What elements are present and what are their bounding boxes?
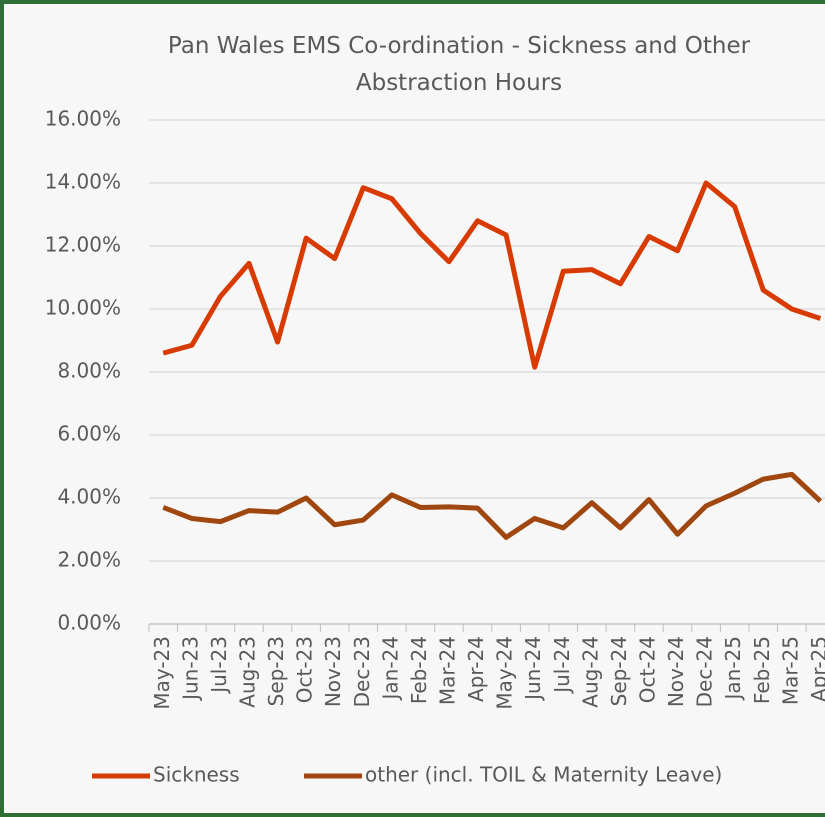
x-tick-label: Sep-24 xyxy=(607,636,631,706)
x-tick-label: Mar-24 xyxy=(435,636,459,705)
x-tick-label: Oct-24 xyxy=(635,636,659,703)
x-tick-label: Jan-25 xyxy=(721,636,745,702)
x-tick-label: May-24 xyxy=(493,636,517,710)
x-tick-label: Dec-23 xyxy=(350,636,374,707)
series-line xyxy=(162,180,822,370)
y-tick-label: 6.00% xyxy=(57,422,121,446)
x-tick-label: Feb-24 xyxy=(407,636,431,704)
x-tick-label: Nov-23 xyxy=(321,636,345,707)
x-tick-label: Nov-24 xyxy=(664,636,688,707)
x-tick-label: Jun-24 xyxy=(521,636,545,702)
y-tick-label: 14.00% xyxy=(45,170,121,194)
y-tick-label: 16.00% xyxy=(45,107,121,131)
x-tick-label: May-23 xyxy=(150,636,174,710)
x-tick-label: Jul-23 xyxy=(207,636,231,695)
x-tick-label: Apr-24 xyxy=(464,636,488,702)
x-tick-label: Apr-25 xyxy=(807,636,825,702)
legend-label: Sickness xyxy=(153,763,240,787)
x-tick-label: Jul-24 xyxy=(550,636,574,695)
x-tick-label: Oct-23 xyxy=(293,636,317,703)
y-tick-label: 4.00% xyxy=(57,485,121,509)
legend-label: other (incl. TOIL & Maternity Leave) xyxy=(365,763,722,787)
x-tick-label: Sep-23 xyxy=(264,636,288,706)
x-tick-label: Feb-25 xyxy=(750,636,774,704)
y-tick-label: 2.00% xyxy=(57,548,121,572)
x-tick-label: Mar-25 xyxy=(778,636,802,705)
chart: 0.00% 2.00% 4.00% 6.00% 8.00% 10.00% 12.00% 14.… xyxy=(45,107,825,787)
chart-title: Pan Wales EMS Co-ordination - Sickness a… xyxy=(167,33,751,96)
y-tick-label: 10.00% xyxy=(45,296,121,320)
series-line xyxy=(162,471,823,540)
x-tick-label: Aug-24 xyxy=(578,636,602,708)
y-tick-label: 12.00% xyxy=(45,233,121,257)
x-tick-label: Jan-24 xyxy=(378,636,402,702)
x-tick-label: Jun-23 xyxy=(178,636,202,702)
x-tick-label: Dec-24 xyxy=(693,636,717,707)
y-tick-label: 8.00% xyxy=(57,359,121,383)
x-tick-label: Aug-23 xyxy=(235,636,259,708)
y-tick-label: 0.00% xyxy=(57,611,121,635)
